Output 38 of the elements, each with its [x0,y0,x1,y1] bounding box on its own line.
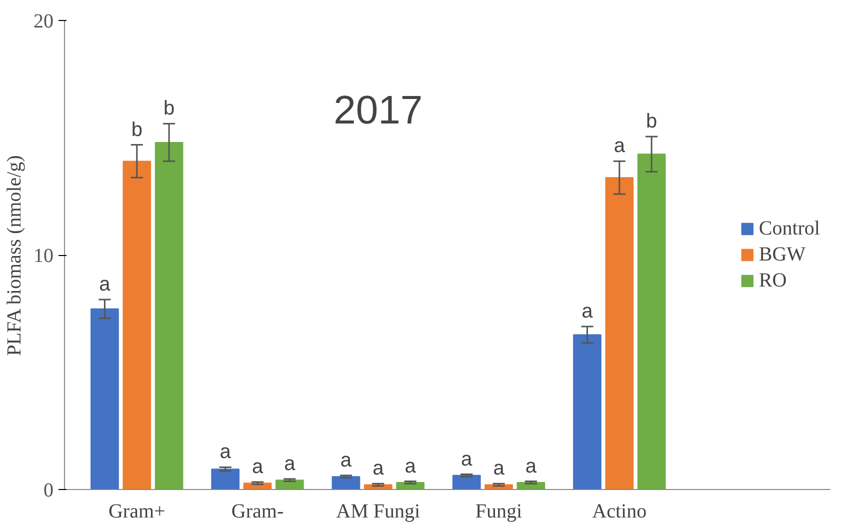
bar [637,154,666,490]
x-tick-label: AM Fungi [336,500,421,522]
bar [605,177,634,490]
data-label: b [163,98,175,120]
data-label: a [614,135,626,158]
data-label: a [525,455,538,478]
data-label: b [131,118,142,141]
bar [573,334,602,490]
bar [276,480,304,490]
bar [122,160,152,490]
bar [154,142,184,490]
data-label: a [252,456,264,478]
data-label: a [461,448,474,470]
data-label: a [582,300,594,323]
x-tick-label: Gram- [231,500,284,522]
bar [211,468,240,490]
y-tick-label: 20 [34,10,54,32]
data-label: a [284,452,296,475]
data-label: a [372,458,385,480]
legend-label: Control [758,217,820,240]
x-tick-label: Gram+ [108,500,166,522]
bar [452,474,481,490]
bar [90,308,119,490]
text: 2017 [334,88,423,133]
x-tick-label: Actino [592,500,647,522]
bar [332,476,360,490]
legend-label: BGW [758,243,806,266]
data-label: a [493,458,506,480]
data-label: a [340,449,352,472]
data-label: a [404,455,417,478]
x-tick-label: Fungi [475,500,523,522]
y-tick-label: 10 [34,245,54,267]
data-label: b [646,110,658,133]
data-label: a [99,274,112,296]
legend-label: RO [758,269,787,292]
data-label: a [220,441,232,464]
y-tick-label: 0 [44,480,54,502]
y-axis-title: PLFA biomass (nmole/g) [4,155,26,356]
